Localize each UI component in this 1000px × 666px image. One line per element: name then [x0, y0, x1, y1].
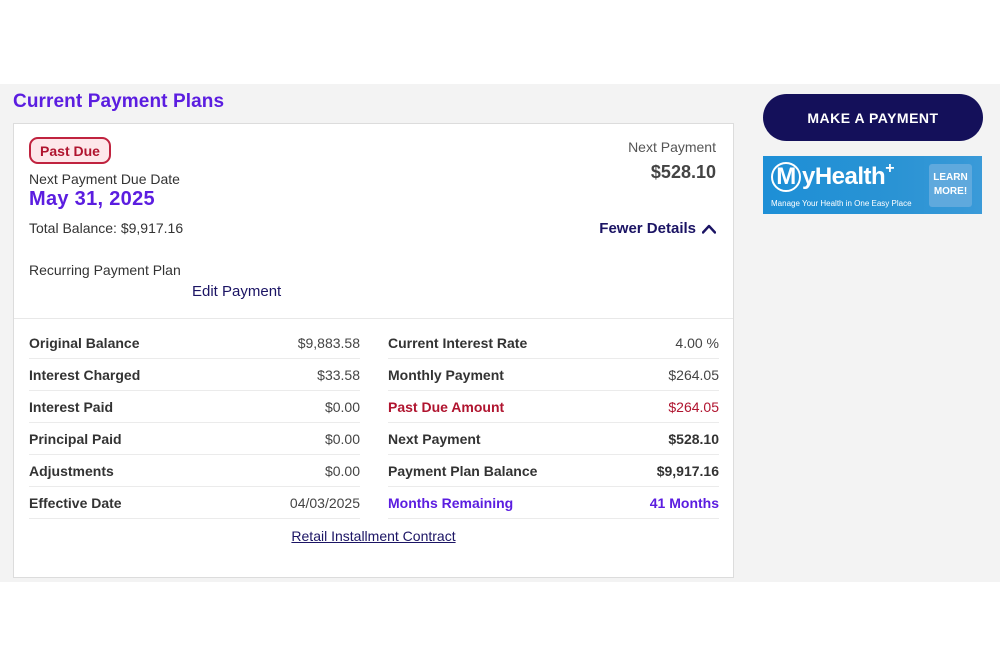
logo-text: yHealth [802, 163, 886, 190]
myhealth-promo-banner[interactable]: M yHealth + Manage Your Health in One Ea… [763, 156, 982, 214]
learn-more-line2: MORE! [933, 186, 968, 197]
make-payment-button[interactable]: MAKE A PAYMENT [763, 94, 983, 141]
detail-value: $264.05 [668, 366, 719, 383]
detail-value: 41 Months [649, 494, 719, 511]
logo-m: M [771, 162, 801, 192]
detail-row-adjustments: Adjustments $0.00 [29, 455, 360, 487]
detail-value: $33.58 [317, 366, 360, 383]
detail-row-interest-charged: Interest Charged $33.58 [29, 359, 360, 391]
detail-row-past-due-amount: Past Due Amount $264.05 [388, 391, 719, 423]
fewer-details-toggle[interactable]: Fewer Details [599, 220, 716, 237]
next-payment-label: Next Payment [628, 139, 716, 155]
due-date-value: May 31, 2025 [29, 188, 155, 210]
detail-row-next-payment: Next Payment $528.10 [388, 423, 719, 455]
detail-label: Original Balance [29, 334, 140, 351]
detail-label: Past Due Amount [388, 398, 505, 415]
detail-row-interest-rate: Current Interest Rate 4.00 % [388, 327, 719, 359]
section-title: Current Payment Plans [13, 91, 225, 112]
detail-label: Months Remaining [388, 494, 514, 511]
total-balance: Total Balance: $9,917.16 [29, 220, 184, 236]
detail-label: Adjustments [29, 462, 114, 479]
payment-plan-card: Past Due Next Payment Due Date May 31, 2… [13, 123, 734, 578]
detail-row-original-balance: Original Balance $9,883.58 [29, 327, 360, 359]
detail-label: Interest Charged [29, 366, 141, 383]
detail-row-interest-paid: Interest Paid $0.00 [29, 391, 360, 423]
detail-row-effective-date: Effective Date 04/03/2025 [29, 487, 360, 519]
status-badge: Past Due [29, 137, 111, 164]
learn-more-button[interactable]: LEARN MORE! [929, 164, 972, 207]
details-left-column: Original Balance $9,883.58 Interest Char… [29, 327, 360, 519]
myhealth-logo: M yHealth + [771, 160, 895, 192]
detail-label: Effective Date [29, 494, 122, 511]
detail-value: $9,917.16 [656, 462, 719, 479]
detail-value: $0.00 [324, 462, 360, 479]
fewer-details-label: Fewer Details [599, 220, 696, 237]
detail-label: Monthly Payment [388, 366, 504, 383]
detail-row-principal-paid: Principal Paid $0.00 [29, 423, 360, 455]
detail-value: $0.00 [324, 430, 360, 447]
next-payment-amount: $528.10 [650, 162, 716, 182]
detail-label: Next Payment [388, 430, 481, 447]
learn-more-line1: LEARN [933, 172, 968, 183]
detail-value: $528.10 [668, 430, 719, 447]
contract-link-text[interactable]: Retail Installment Contract [291, 528, 456, 544]
edit-payment-link[interactable]: Edit Payment [192, 283, 282, 300]
detail-label: Payment Plan Balance [388, 462, 538, 479]
divider [14, 318, 733, 319]
logo-plus: + [885, 160, 895, 177]
detail-value: $9,883.58 [297, 334, 360, 351]
detail-label: Interest Paid [29, 398, 114, 415]
recurring-plan-label: Recurring Payment Plan [29, 262, 181, 278]
detail-label: Principal Paid [29, 430, 122, 447]
detail-row-months-remaining: Months Remaining 41 Months [388, 487, 719, 519]
detail-row-plan-balance: Payment Plan Balance $9,917.16 [388, 455, 719, 487]
detail-value: 4.00 % [675, 334, 719, 351]
detail-value: $0.00 [324, 398, 360, 415]
banner-tagline: Manage Your Health in One Easy Place [771, 199, 912, 208]
retail-installment-contract-link: Retail Installment Contract [14, 528, 733, 544]
detail-value: $264.05 [668, 398, 719, 415]
detail-value: 04/03/2025 [289, 494, 360, 511]
detail-row-monthly-payment: Monthly Payment $264.05 [388, 359, 719, 391]
detail-label: Current Interest Rate [388, 334, 528, 351]
due-date-label: Next Payment Due Date [29, 171, 180, 187]
details-right-column: Current Interest Rate 4.00 % Monthly Pay… [388, 327, 719, 519]
chevron-up-icon [702, 224, 716, 234]
